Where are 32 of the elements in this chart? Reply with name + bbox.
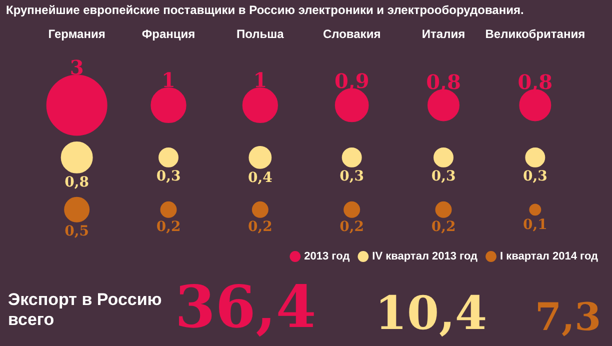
category-label: Словакия — [322, 27, 381, 42]
data-label: 0,8 — [64, 174, 90, 191]
data-label: 0,3 — [156, 168, 181, 185]
text: 7,3 — [535, 294, 602, 339]
data-label: 0,3 — [522, 168, 548, 185]
data-label: 0,2 — [248, 219, 272, 236]
data-label: 0,1 — [522, 216, 548, 233]
data-label: 0,4 — [248, 170, 273, 186]
data-label: 0,9 — [334, 68, 370, 93]
text: 36,4 — [175, 273, 316, 341]
category-label: Италия — [422, 27, 466, 42]
data-label: 0,2 — [431, 219, 456, 236]
legend-label: I квартал 2014 год — [500, 250, 598, 263]
category-label: Франция — [142, 27, 196, 42]
text: Экспорт в Россию всего — [8, 290, 163, 330]
data-label: 0,3 — [431, 168, 456, 185]
category-label: Польша — [236, 27, 284, 42]
data-label: 1 — [162, 68, 176, 92]
data-label: 0,8 — [426, 70, 461, 94]
data-label: 0,8 — [518, 70, 553, 94]
legend-label: 2013 год — [304, 250, 350, 263]
text: 10,4 — [375, 286, 488, 340]
text: Крупнейшие европейские поставщики в Россию электроники и электрооборудования. — [6, 3, 524, 17]
data-label: 3 — [70, 55, 84, 80]
category-label: Германия — [48, 27, 106, 42]
data-label: 0,2 — [156, 219, 181, 236]
data-label: 0,5 — [64, 224, 90, 240]
legend-label: IV квартал 2013 год — [372, 250, 478, 263]
data-label: 1 — [253, 68, 268, 92]
data-label: 0,2 — [340, 219, 364, 236]
data-label: 0,3 — [340, 168, 364, 185]
category-label: Великобритания — [485, 27, 586, 42]
